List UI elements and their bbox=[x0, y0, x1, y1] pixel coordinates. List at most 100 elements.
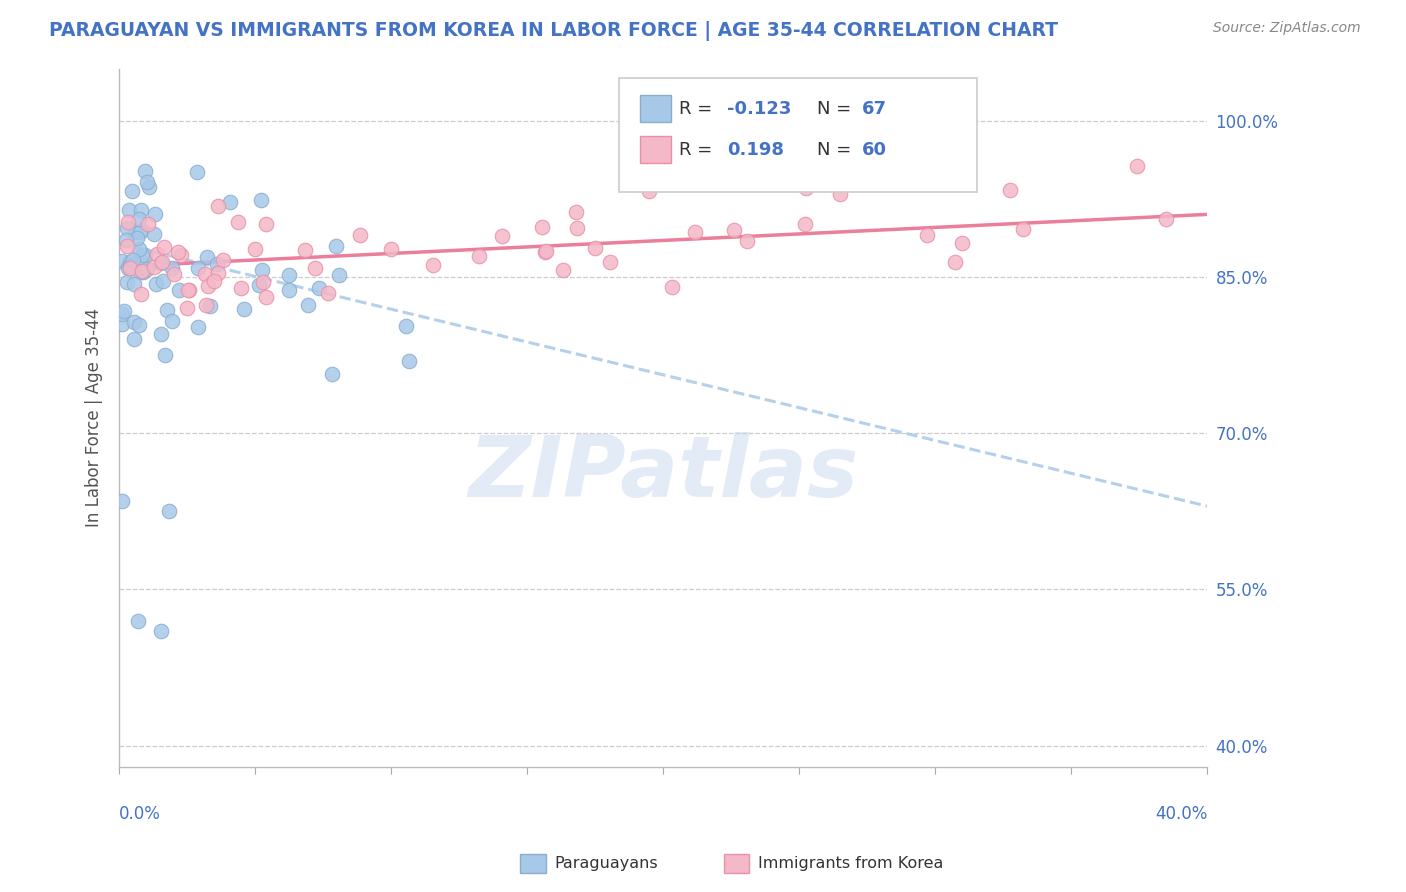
Point bbox=[422, 258, 444, 272]
Point bbox=[150, 624, 173, 639]
Point bbox=[111, 317, 134, 331]
Point bbox=[177, 283, 200, 297]
Point bbox=[723, 223, 745, 237]
Point bbox=[121, 185, 143, 199]
Text: ZIPatlas: ZIPatlas bbox=[468, 432, 858, 515]
Point bbox=[599, 255, 621, 269]
Point bbox=[277, 268, 299, 282]
Point bbox=[132, 265, 155, 279]
Point bbox=[349, 228, 371, 243]
Point bbox=[243, 242, 266, 256]
Point bbox=[187, 319, 209, 334]
Point bbox=[149, 326, 172, 341]
Text: 60: 60 bbox=[862, 141, 887, 159]
Point bbox=[195, 250, 218, 264]
Point bbox=[169, 248, 191, 262]
Point bbox=[131, 264, 153, 278]
Point bbox=[145, 277, 167, 291]
Point bbox=[1011, 222, 1033, 236]
Point bbox=[143, 260, 166, 274]
Point bbox=[398, 353, 420, 368]
Point bbox=[122, 332, 145, 346]
Text: 0.0%: 0.0% bbox=[120, 805, 162, 823]
Point bbox=[551, 263, 574, 277]
Point bbox=[143, 227, 166, 241]
Point bbox=[565, 220, 588, 235]
Point bbox=[156, 303, 179, 318]
Point bbox=[194, 297, 217, 311]
Point bbox=[167, 283, 190, 297]
Point bbox=[735, 234, 758, 248]
Point bbox=[1126, 159, 1149, 173]
Point bbox=[127, 614, 149, 628]
Point bbox=[128, 242, 150, 256]
Point bbox=[685, 225, 707, 239]
Text: N =: N = bbox=[817, 141, 856, 159]
Point bbox=[491, 229, 513, 244]
Point bbox=[118, 259, 141, 273]
Point bbox=[131, 247, 153, 261]
Text: 67: 67 bbox=[862, 100, 887, 118]
Point bbox=[117, 260, 139, 275]
Text: PARAGUAYAN VS IMMIGRANTS FROM KOREA IN LABOR FORCE | AGE 35-44 CORRELATION CHART: PARAGUAYAN VS IMMIGRANTS FROM KOREA IN L… bbox=[49, 21, 1059, 40]
Point bbox=[135, 261, 157, 276]
Point bbox=[131, 222, 153, 236]
Point bbox=[149, 256, 172, 270]
Text: 0.198: 0.198 bbox=[727, 141, 785, 159]
Point bbox=[150, 255, 173, 269]
Point bbox=[205, 257, 228, 271]
Point bbox=[321, 367, 343, 381]
Point bbox=[112, 304, 135, 318]
Point bbox=[122, 253, 145, 268]
Point bbox=[328, 268, 350, 283]
Point bbox=[304, 261, 326, 276]
Point bbox=[917, 228, 939, 243]
Point bbox=[232, 301, 254, 316]
Point bbox=[134, 163, 156, 178]
Point bbox=[254, 290, 277, 304]
Point bbox=[952, 235, 974, 250]
Point bbox=[186, 165, 208, 179]
Point bbox=[146, 247, 169, 261]
Point bbox=[124, 315, 146, 329]
Point bbox=[531, 220, 554, 235]
Point bbox=[828, 187, 851, 202]
Point bbox=[134, 248, 156, 262]
Point bbox=[794, 180, 817, 194]
Point bbox=[308, 280, 330, 294]
Point bbox=[638, 184, 661, 198]
Point bbox=[128, 318, 150, 333]
Point bbox=[1156, 211, 1178, 226]
Point bbox=[118, 202, 141, 217]
Point bbox=[316, 285, 339, 300]
Point bbox=[583, 241, 606, 255]
Point bbox=[120, 255, 142, 269]
Text: Source: ZipAtlas.com: Source: ZipAtlas.com bbox=[1213, 21, 1361, 35]
Text: Immigrants from Korea: Immigrants from Korea bbox=[758, 856, 943, 871]
Point bbox=[565, 204, 588, 219]
Point bbox=[166, 245, 188, 260]
Text: Paraguayans: Paraguayans bbox=[554, 856, 658, 871]
Point bbox=[128, 264, 150, 278]
Text: -0.123: -0.123 bbox=[727, 100, 792, 118]
Point bbox=[395, 318, 418, 333]
Point bbox=[160, 313, 183, 327]
Point bbox=[297, 298, 319, 312]
Point bbox=[115, 221, 138, 235]
Point bbox=[136, 175, 159, 189]
Point bbox=[219, 195, 242, 210]
Point bbox=[115, 239, 138, 253]
Point bbox=[534, 244, 557, 259]
Point bbox=[200, 299, 222, 313]
Point bbox=[111, 254, 134, 268]
Point bbox=[197, 279, 219, 293]
Point bbox=[176, 301, 198, 315]
Point bbox=[252, 263, 274, 277]
Point bbox=[131, 286, 153, 301]
Point bbox=[207, 266, 229, 280]
Point bbox=[118, 260, 141, 275]
Point bbox=[212, 252, 235, 267]
Point bbox=[202, 274, 225, 288]
Point bbox=[129, 202, 152, 217]
Point bbox=[187, 261, 209, 276]
